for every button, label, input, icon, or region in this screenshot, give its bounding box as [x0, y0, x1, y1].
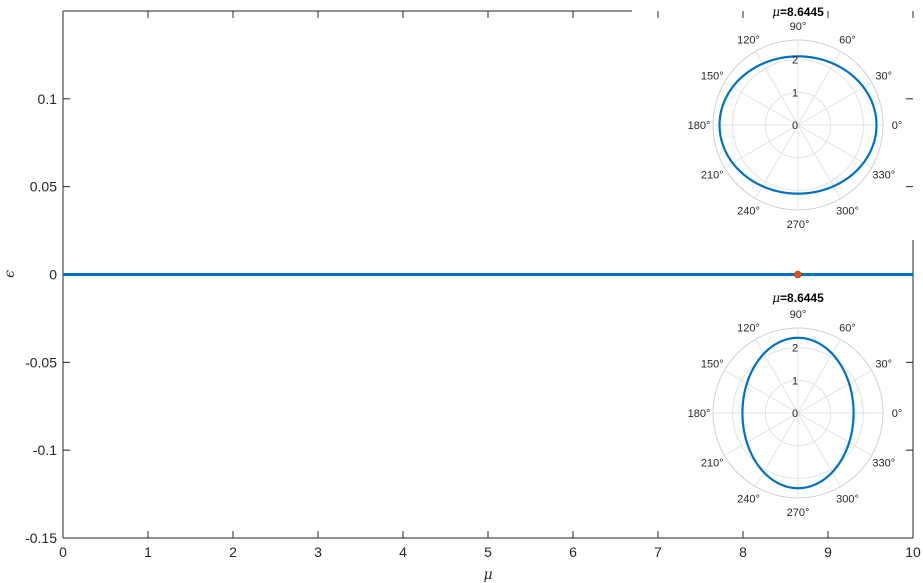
x-tick-label: 9	[824, 544, 832, 560]
x-tick-label: 1	[144, 544, 152, 560]
polar-angle-label: 300°	[836, 206, 859, 218]
polar-spoke	[724, 412, 799, 456]
y-ticks: -0.15 -0.1 -0.05 0 0.05 0.1	[25, 91, 913, 546]
x-tick-label: 5	[484, 544, 492, 560]
x-tick-label: 3	[314, 544, 322, 560]
polar-title-symbol: μ	[772, 291, 780, 305]
polar-angle-label: 60°	[839, 322, 856, 334]
polar-r-tick-label: 2	[792, 343, 798, 355]
y-tick-label: -0.15	[25, 530, 57, 546]
x-tick-label: 0	[59, 544, 67, 560]
polar-spoke	[797, 370, 872, 414]
polar-title: μ=8.6445	[772, 5, 824, 19]
polar-spoke	[724, 82, 799, 126]
polar-r-tick-label: 0	[792, 408, 798, 420]
y-tick-label: 0.05	[30, 179, 57, 195]
polar-angle-label: 210°	[701, 458, 724, 470]
y-tick-label: 0	[49, 267, 57, 283]
polar-r-tick-label: 0	[792, 120, 798, 132]
polar-title-value: =8.6445	[780, 291, 824, 305]
polar-title-value: =8.6445	[780, 5, 824, 19]
x-tick-label: 7	[654, 544, 662, 560]
polar-spoke	[797, 82, 872, 126]
polar-title: μ=8.6445	[772, 291, 824, 305]
polar-spoke	[724, 370, 799, 414]
polar-angle-label: 150°	[701, 359, 724, 371]
polar-angle-label: 240°	[737, 494, 760, 506]
polar-angle-label: 180°	[688, 408, 711, 420]
polar-angle-label: 120°	[737, 322, 760, 334]
polar-angle-label: 180°	[688, 120, 711, 132]
polar-angle-label: 300°	[836, 494, 859, 506]
polar-spoke	[797, 124, 872, 168]
x-tick-label: 6	[569, 544, 577, 560]
polar-angle-label: 90°	[790, 309, 807, 321]
polar-spoke	[755, 412, 799, 487]
polar-spoke	[797, 412, 841, 487]
polar-inset-bottom: 0120°30°60°90°120°150°180°210°240°270°30…	[688, 291, 903, 519]
y-tick-label: -0.1	[33, 442, 57, 458]
polar-angle-label: 120°	[737, 34, 760, 46]
y-axis-label: ϵ	[2, 270, 18, 278]
x-tick-label: 10	[905, 544, 921, 560]
polar-title-symbol: μ	[772, 5, 780, 19]
polar-inset-top: 0120°30°60°90°120°150°180°210°240°270°30…	[688, 5, 903, 231]
x-ticks: 0 1 2 3 4 5 6 7 8 9 10	[59, 11, 921, 560]
series-layer	[63, 270, 913, 279]
polar-curve	[741, 336, 855, 490]
polar-spoke	[755, 339, 799, 414]
polar-spoke	[724, 124, 799, 168]
y-tick-label: 0.1	[38, 91, 58, 107]
x-tick-label: 4	[399, 544, 407, 560]
y-tick-label: -0.05	[25, 354, 57, 370]
polar-r-tick-label: 1	[792, 87, 798, 99]
polar-angle-label: 270°	[787, 507, 810, 519]
polar-angle-label: 30°	[875, 71, 892, 83]
polar-angle-label: 240°	[737, 206, 760, 218]
x-tick-label: 2	[229, 544, 237, 560]
polar-angle-label: 330°	[872, 170, 895, 182]
polar-angle-label: 150°	[701, 71, 724, 83]
polar-angle-label: 0°	[892, 120, 903, 132]
polar-spoke	[797, 339, 841, 414]
polar-angle-label: 330°	[872, 458, 895, 470]
polar-angle-label: 210°	[701, 170, 724, 182]
polar-angle-label: 60°	[839, 34, 856, 46]
polar-spoke	[797, 412, 872, 456]
polar-angle-label: 30°	[875, 359, 892, 371]
polar-r-tick-label: 1	[792, 375, 798, 387]
polar-curve	[718, 55, 878, 195]
polar-angle-label: 0°	[892, 408, 903, 420]
x-axis-label: μ	[483, 567, 492, 583]
selected-point-marker	[793, 270, 802, 279]
polar-angle-label: 90°	[790, 21, 807, 33]
polar-r-tick-label: 2	[792, 55, 798, 67]
x-tick-label: 8	[739, 544, 747, 560]
polar-angle-label: 270°	[787, 219, 810, 231]
